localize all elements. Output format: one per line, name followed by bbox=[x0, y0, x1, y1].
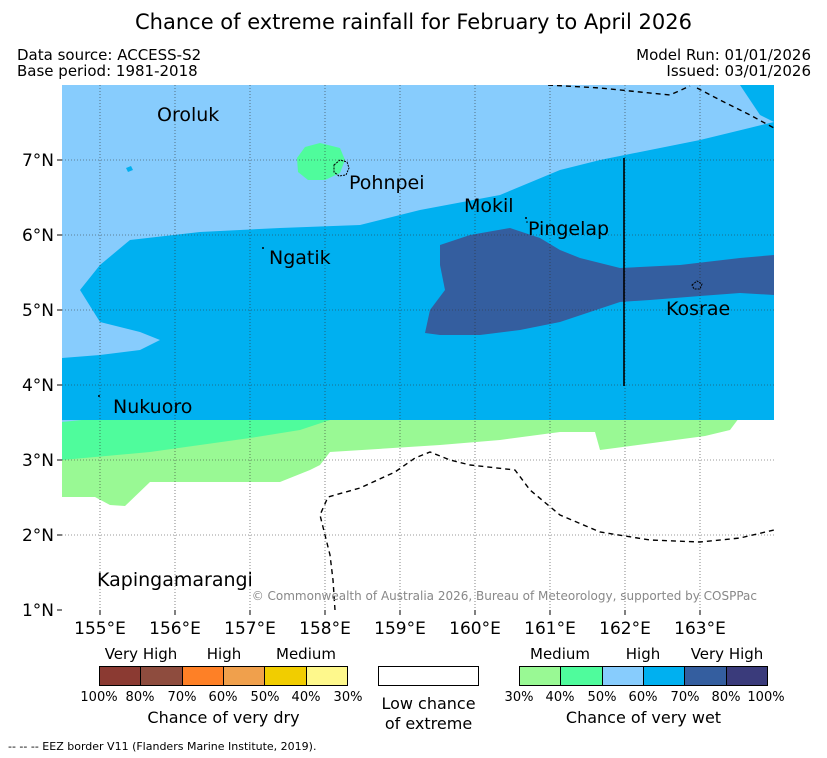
dry-swatch bbox=[182, 667, 224, 685]
mokil-island bbox=[525, 217, 527, 219]
place-label-ngatik: Ngatik bbox=[269, 247, 331, 269]
issued-date: Issued: 03/01/2026 bbox=[666, 62, 811, 80]
place-label-pohnpei: Pohnpei bbox=[349, 172, 425, 194]
place-label-nukuoro: Nukuoro bbox=[113, 396, 192, 418]
pohnpei-island bbox=[333, 159, 350, 177]
wet-swatch bbox=[685, 667, 727, 685]
y-tick-label: 3°N bbox=[22, 451, 54, 471]
y-tick-label: 4°N bbox=[22, 376, 54, 396]
dry-colorbar bbox=[99, 666, 348, 686]
ngatik-island bbox=[262, 247, 264, 249]
wet-tick: 30% bbox=[504, 690, 534, 705]
low-chance-swatch bbox=[378, 666, 479, 686]
x-tick-label: 156°E bbox=[149, 619, 201, 639]
dry-swatch bbox=[100, 667, 142, 685]
eez-footnote: -- -- -- EEZ border V11 (Flanders Marine… bbox=[8, 740, 317, 753]
kosrae-island bbox=[691, 280, 703, 290]
map-title: Chance of extreme rainfall for February … bbox=[135, 10, 692, 34]
y-tick-label: 2°N bbox=[22, 526, 54, 546]
wet-tick: 70% bbox=[670, 690, 700, 705]
place-label-kapingamarangi: Kapingamarangi bbox=[97, 569, 253, 591]
copyright-notice: © Commonwealth of Australia 2026, Bureau… bbox=[252, 589, 757, 603]
wet-caption: Chance of very wet bbox=[565, 708, 722, 727]
place-label-mokil: Mokil bbox=[464, 195, 514, 217]
x-tick-label: 159°E bbox=[374, 619, 426, 639]
wet-tick: 40% bbox=[545, 690, 575, 705]
x-tick-label: 158°E bbox=[299, 619, 351, 639]
x-tick-label: 155°E bbox=[74, 619, 126, 639]
wet-tick: 50% bbox=[587, 690, 617, 705]
dry-swatch bbox=[223, 667, 266, 685]
place-label-kosrae: Kosrae bbox=[666, 298, 730, 320]
wet-category-medium: Medium bbox=[530, 645, 590, 663]
eez-border bbox=[319, 85, 774, 610]
y-tick-label: 7°N bbox=[22, 151, 54, 171]
data-source: Data source: ACCESS-S2 bbox=[17, 46, 202, 64]
y-tick-label: 6°N bbox=[22, 226, 54, 246]
wet-tick: 100% bbox=[747, 690, 785, 705]
wet-high2-corner bbox=[740, 85, 774, 122]
x-tick-label: 162°E bbox=[599, 619, 651, 639]
dry-tick: 70% bbox=[167, 690, 197, 705]
dry-swatch bbox=[141, 667, 183, 685]
dry-category-medium: Medium bbox=[276, 645, 336, 663]
dry-tick: 60% bbox=[208, 690, 238, 705]
dry-category-veryhigh: Very High bbox=[104, 645, 178, 663]
rainfall-map: Oroluk Pohnpei Mokil Pingelap Ngatik Kos… bbox=[22, 85, 774, 639]
wet-high2-region bbox=[62, 122, 774, 420]
wet-tick: 60% bbox=[628, 690, 658, 705]
nukuoro-island bbox=[98, 395, 100, 397]
wet-swatch bbox=[726, 667, 767, 685]
dry-tick: 50% bbox=[250, 690, 280, 705]
wet-swatch bbox=[602, 667, 644, 685]
low-chance-caption-line1: Low chance bbox=[381, 694, 476, 713]
dry-tick: 40% bbox=[291, 690, 321, 705]
dry-caption: Chance of very dry bbox=[147, 708, 300, 727]
dry-category-high: High bbox=[206, 645, 242, 663]
wet-category-veryhigh: Very High bbox=[690, 645, 764, 663]
model-run: Model Run: 01/01/2026 bbox=[636, 46, 811, 64]
place-label-oroluk: Oroluk bbox=[157, 104, 219, 126]
dry-tick: 80% bbox=[125, 690, 155, 705]
y-tick-label: 1°N bbox=[22, 601, 54, 621]
wet-colorbar bbox=[519, 666, 768, 686]
wet-swatch bbox=[643, 667, 686, 685]
wet-category-high: High bbox=[625, 645, 661, 663]
y-tick-label: 5°N bbox=[22, 301, 54, 321]
dry-swatch bbox=[306, 667, 347, 685]
wet-high2-dot bbox=[126, 166, 133, 172]
wet-medium2-blob bbox=[297, 143, 345, 180]
wet-veryhigh-region bbox=[425, 228, 774, 335]
dry-tick: 100% bbox=[80, 690, 118, 705]
x-tick-label: 157°E bbox=[224, 619, 276, 639]
dry-swatch bbox=[265, 667, 307, 685]
pingelap-island bbox=[526, 221, 528, 223]
place-label-pingelap: Pingelap bbox=[528, 218, 609, 240]
wet-swatch bbox=[520, 667, 562, 685]
x-tick-label: 161°E bbox=[524, 619, 576, 639]
x-tick-label: 163°E bbox=[674, 619, 726, 639]
x-tick-label: 160°E bbox=[449, 619, 501, 639]
base-period: Base period: 1981-2018 bbox=[17, 62, 198, 80]
wet-tick: 80% bbox=[711, 690, 741, 705]
grid-lines bbox=[62, 85, 774, 610]
low-chance-caption-line2: of extreme bbox=[384, 714, 473, 733]
dry-tick: 30% bbox=[333, 690, 363, 705]
wet-swatch bbox=[561, 667, 603, 685]
